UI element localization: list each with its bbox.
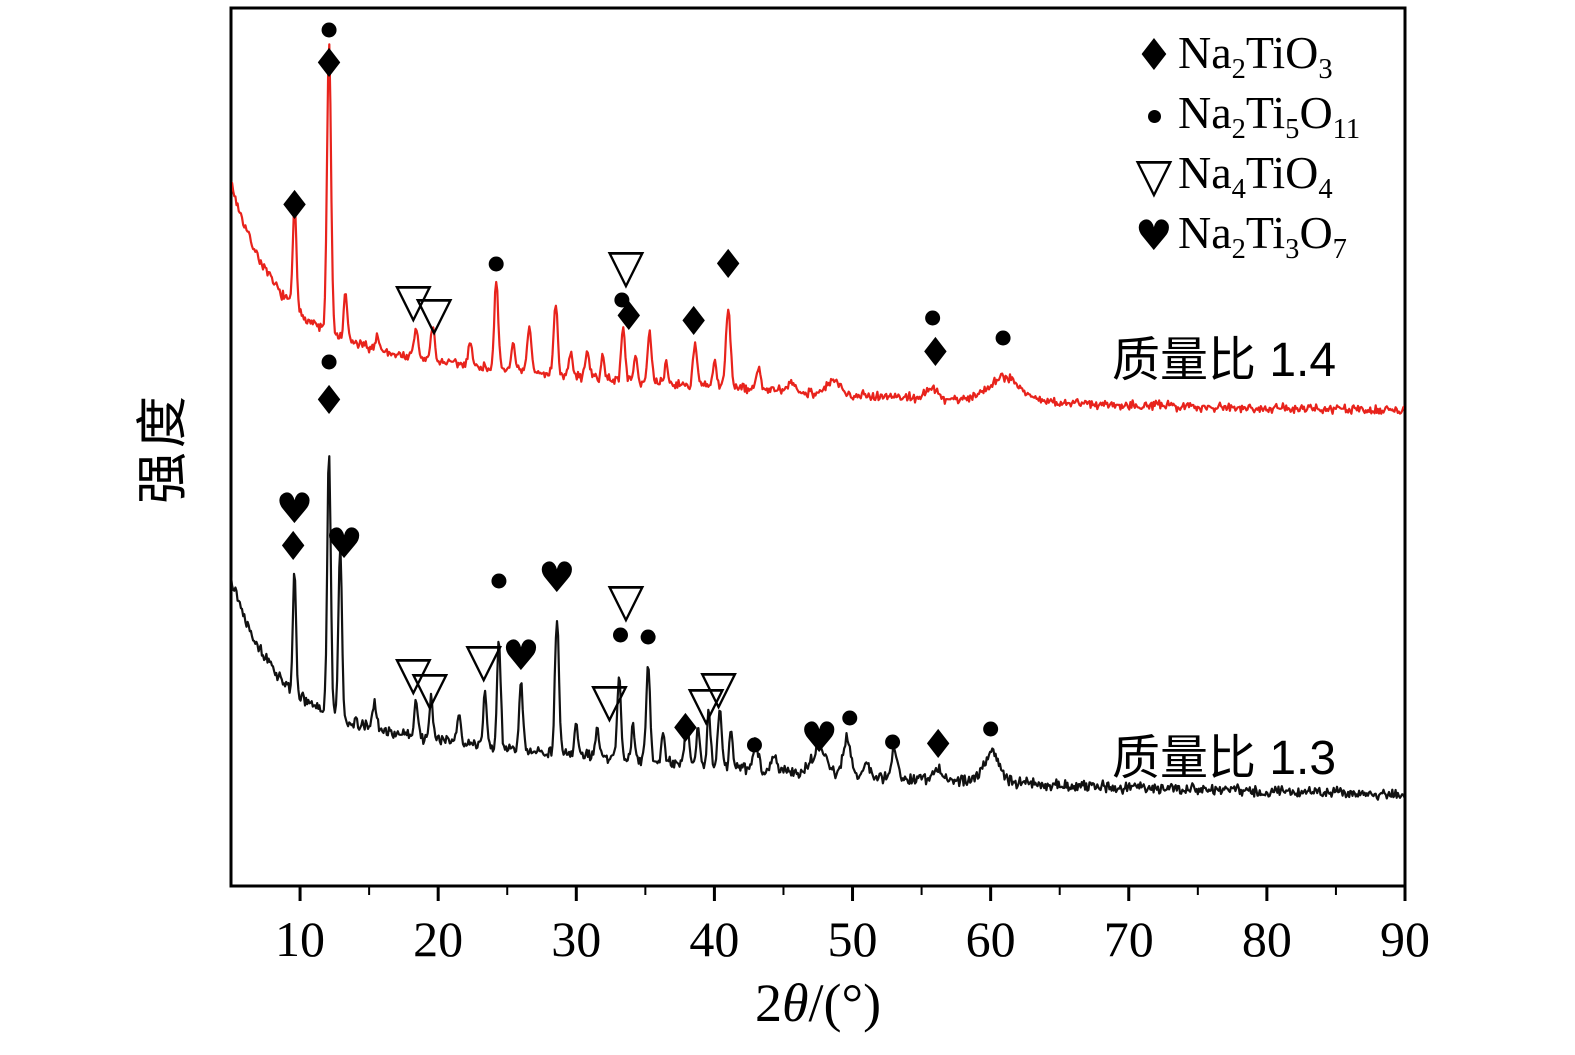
legend-item-Na2TiO3: ♦ Na2TiO3 xyxy=(1130,26,1360,86)
marker-dot xyxy=(995,330,1011,346)
series-label-mass-ratio-1-3: 质量比 1.3 xyxy=(1112,732,1337,785)
marker-heart: ♥ xyxy=(502,631,540,680)
marker-triangle: ▽ xyxy=(688,676,725,732)
x-tick-label: 70 xyxy=(1104,911,1154,967)
series-label-mass-ratio-1-4: 质量比 1.4 xyxy=(1112,334,1337,387)
x-tick-label: 90 xyxy=(1380,911,1430,967)
marker-triangle: ▽ xyxy=(416,286,453,342)
marker-diamond: ♦ xyxy=(611,294,647,340)
marker-triangle: ▽ xyxy=(411,661,448,717)
legend-label: Na2Ti5O11 xyxy=(1178,86,1361,146)
legend-item-Na2Ti3O7: ♥ Na2Ti3O7 xyxy=(1130,206,1360,266)
marker-triangle: ▽ xyxy=(395,646,432,702)
marker-dot xyxy=(925,310,941,326)
xrd-series-1: ♥♦♦♥▽▽ ▽ ♥♥▽▽♦▽▽♥ ♦ xyxy=(232,354,1404,801)
marker-heart: ♥ xyxy=(276,484,314,533)
marker-dot xyxy=(842,710,858,726)
marker-dot xyxy=(640,629,656,645)
diamond-icon: ♦ xyxy=(1134,30,1174,81)
marker-diamond: ♦ xyxy=(917,330,953,376)
legend-label: Na2TiO3 xyxy=(1178,26,1333,86)
dot-icon xyxy=(1130,109,1178,123)
x-tick-label: 30 xyxy=(551,911,601,967)
marker-triangle: ▽ xyxy=(591,673,628,729)
legend-item-Na2Ti5O11: Na2Ti5O11 xyxy=(1130,86,1360,146)
x-tick-label: 20 xyxy=(413,911,463,967)
xrd-trace-1 xyxy=(232,455,1404,801)
marker-diamond: ♦ xyxy=(311,378,347,424)
marker-dot xyxy=(321,22,337,38)
marker-triangle: ▽ xyxy=(608,239,645,295)
marker-diamond: ♦ xyxy=(275,524,311,570)
x-axis-label-theta: θ xyxy=(781,973,809,1033)
marker-heart: ♥ xyxy=(538,553,576,602)
marker-dot xyxy=(491,573,507,589)
marker-triangle: ▽ xyxy=(608,573,645,629)
marker-triangle: ▽ xyxy=(395,273,432,329)
marker-dot xyxy=(983,721,999,737)
marker-dot xyxy=(321,354,337,370)
marker-dot xyxy=(612,627,628,643)
legend: ♦ Na2TiO3 Na2Ti5O11 ▽ Na4TiO4 ♥ Na2Ti3O7 xyxy=(1130,26,1360,266)
marker-triangle: ▽ xyxy=(700,660,737,716)
marker-dot xyxy=(614,292,630,308)
x-axis: 10 20 30 40 50 60 70 80 90 xyxy=(275,886,1430,967)
marker-triangle: ▽ xyxy=(465,633,502,689)
heart-icon: ♥ xyxy=(1135,211,1173,260)
marker-heart: ♥ xyxy=(801,713,839,762)
marker-diamond: ♦ xyxy=(920,722,956,768)
marker-diamond: ♦ xyxy=(311,41,347,87)
y-axis-label: 强度 xyxy=(134,391,193,505)
marker-dot xyxy=(746,737,762,753)
marker-heart: ♥ xyxy=(325,519,363,568)
plot-frame xyxy=(229,6,1407,888)
marker-diamond: ♦ xyxy=(277,183,313,229)
xrd-trace-0 xyxy=(232,43,1404,415)
dot-icon xyxy=(1147,109,1161,123)
x-axis-label-pre: 2 xyxy=(754,973,782,1033)
marker-diamond: ♦ xyxy=(710,242,746,288)
x-tick-label: 60 xyxy=(966,911,1016,967)
x-axis-label: 2θ/(°) xyxy=(231,972,1405,1034)
marker-diamond: ♦ xyxy=(676,299,712,345)
marker-dot xyxy=(885,734,901,750)
legend-label: Na4TiO4 xyxy=(1178,146,1333,206)
x-axis-label-post: /(°) xyxy=(808,973,882,1033)
triangle-down-open-icon: ▽ xyxy=(1135,148,1173,204)
x-tick-label: 50 xyxy=(828,911,878,967)
x-tick-label: 10 xyxy=(275,911,325,967)
x-tick-label: 40 xyxy=(689,911,739,967)
x-tick-label: 80 xyxy=(1242,911,1292,967)
legend-item-Na4TiO4: ▽ Na4TiO4 xyxy=(1130,146,1360,206)
marker-dot xyxy=(488,256,504,272)
xrd-series-0: ♦♦▽▽▽♦ ♦♦♦ xyxy=(232,22,1404,415)
legend-label: Na2Ti3O7 xyxy=(1178,206,1347,266)
marker-diamond: ♦ xyxy=(667,706,703,752)
